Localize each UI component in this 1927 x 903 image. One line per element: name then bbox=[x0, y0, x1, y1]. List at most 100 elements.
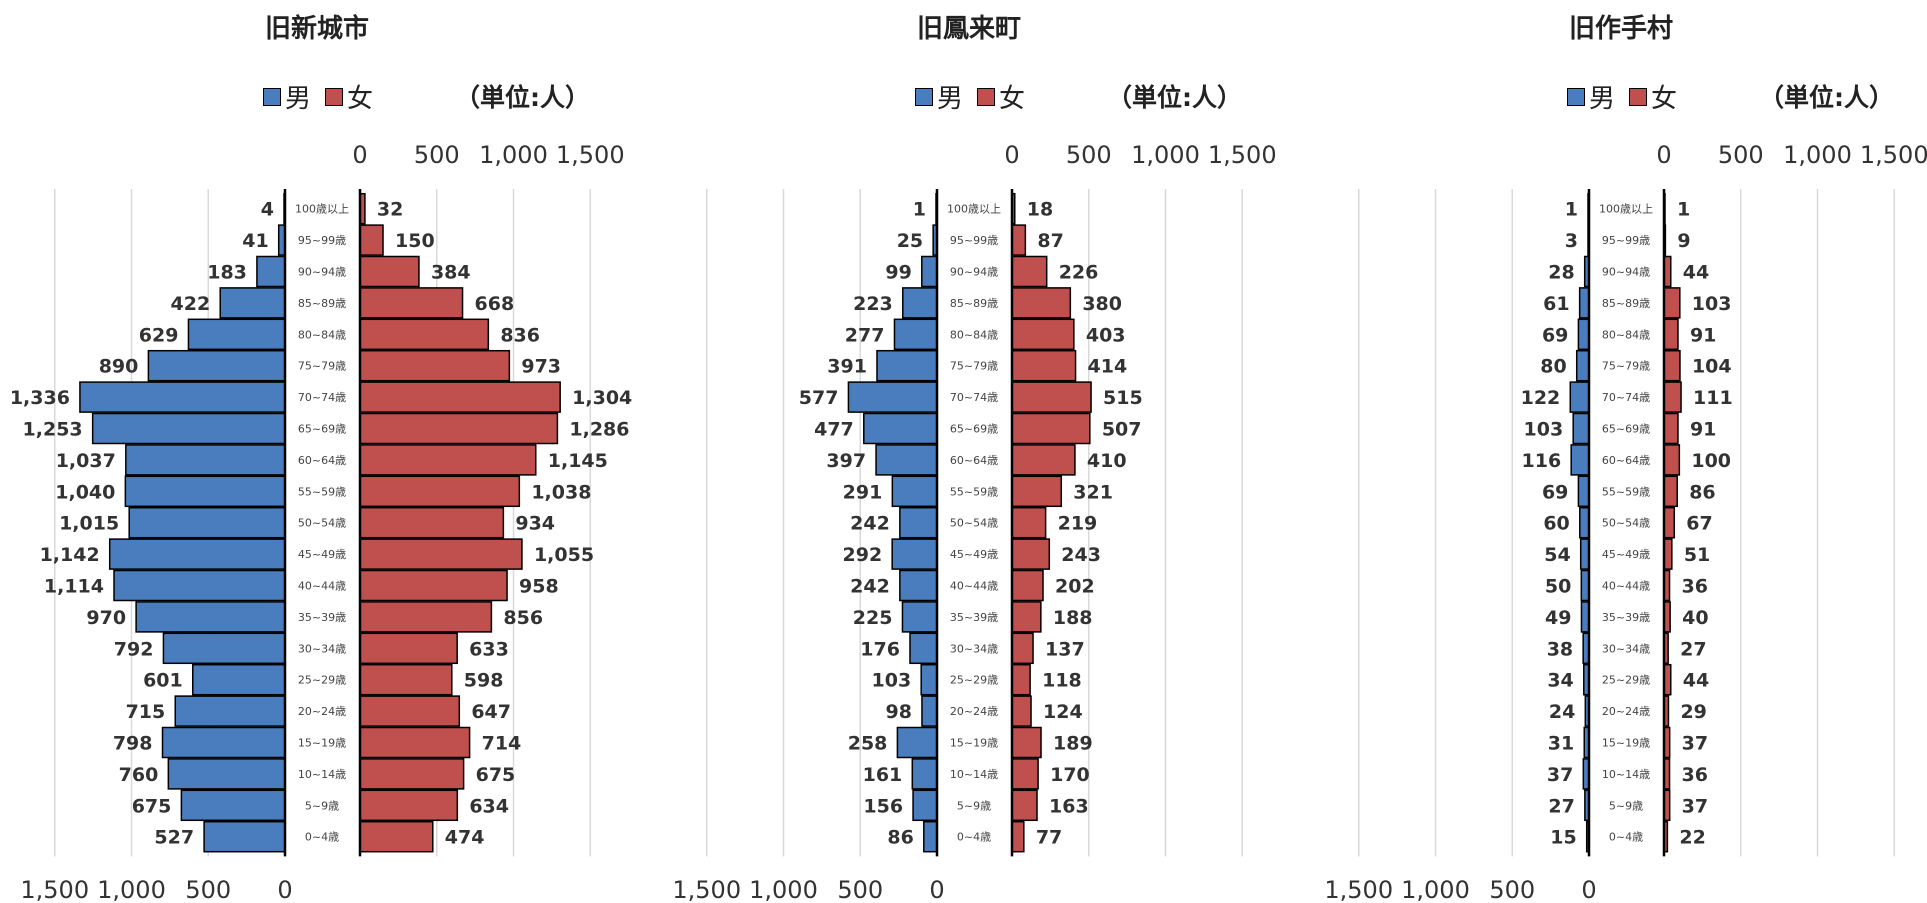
male-bar bbox=[920, 663, 938, 696]
age-label: 55~59歳 bbox=[1602, 485, 1650, 498]
female-bar bbox=[359, 255, 420, 288]
male-value-label: 1,253 bbox=[23, 419, 83, 441]
male-bar bbox=[1570, 444, 1590, 476]
female-value-label: 474 bbox=[445, 827, 485, 849]
male-value-label: 890 bbox=[99, 356, 139, 378]
female-value-label: 124 bbox=[1043, 701, 1083, 723]
age-label: 5~9歳 bbox=[1609, 799, 1643, 812]
age-label: 15~19歳 bbox=[1602, 737, 1650, 750]
age-label: 100歳以上 bbox=[1599, 203, 1653, 216]
age-label: 60~64歳 bbox=[1602, 454, 1650, 467]
age-label: 30~34歳 bbox=[1602, 642, 1650, 655]
male-value-label: 122 bbox=[1521, 387, 1561, 409]
age-label: 85~89歳 bbox=[950, 297, 998, 310]
female-value-label: 515 bbox=[1103, 387, 1143, 409]
male-value-label: 601 bbox=[143, 670, 183, 692]
age-label: 0~4歳 bbox=[305, 831, 339, 844]
male-value-label: 1 bbox=[913, 199, 926, 221]
female-value-label: 973 bbox=[521, 356, 561, 378]
male-value-label: 277 bbox=[845, 324, 885, 346]
female-value-label: 675 bbox=[476, 764, 516, 786]
female-bar bbox=[1011, 820, 1025, 853]
female-value-label: 163 bbox=[1049, 795, 1089, 817]
tick-label: 0 bbox=[1581, 876, 1596, 903]
male-value-label: 34 bbox=[1547, 670, 1573, 692]
tick-label: 500 bbox=[1066, 141, 1112, 169]
female-value-label: 1,304 bbox=[572, 387, 632, 409]
male-value-label: 99 bbox=[885, 262, 911, 284]
female-value-label: 18 bbox=[1027, 199, 1053, 221]
female-bar bbox=[359, 695, 461, 727]
male-bar bbox=[911, 758, 938, 790]
female-bar bbox=[1011, 632, 1034, 665]
male-bar bbox=[847, 381, 938, 413]
age-label: 40~44歳 bbox=[950, 580, 998, 593]
tick-label: 1,500 bbox=[672, 876, 741, 903]
legend-female-swatch bbox=[325, 87, 344, 106]
age-label: 60~64歳 bbox=[298, 454, 346, 467]
age-label: 20~24歳 bbox=[950, 705, 998, 718]
female-value-label: 1,145 bbox=[548, 450, 608, 472]
female-bar bbox=[359, 726, 471, 759]
age-label: 75~79歳 bbox=[1602, 360, 1650, 373]
age-label: 60~64歳 bbox=[950, 454, 998, 467]
female-value-label: 384 bbox=[431, 262, 471, 284]
female-bar bbox=[1011, 695, 1032, 727]
male-value-label: 397 bbox=[826, 450, 866, 472]
age-label: 5~9歳 bbox=[305, 799, 339, 812]
panel-shinshiro: 0 0 500 500 1,000 1,000 1,500 1,500 4 32 100歳以上 41 1… bbox=[0, 0, 642, 903]
female-value-label: 44 bbox=[1683, 670, 1709, 692]
female-value-label: 1 bbox=[1677, 199, 1690, 221]
female-value-label: 668 bbox=[475, 293, 515, 315]
female-bar bbox=[359, 412, 559, 445]
unit-label: （単位:人） bbox=[1759, 83, 1894, 112]
age-label: 70~74歳 bbox=[1602, 391, 1650, 404]
male-value-label: 675 bbox=[132, 795, 172, 817]
tick-label: 1,000 bbox=[479, 141, 548, 169]
male-value-label: 1,114 bbox=[44, 576, 104, 598]
female-bar bbox=[1011, 789, 1038, 822]
male-value-label: 291 bbox=[843, 481, 883, 503]
unit-label: （単位:人） bbox=[455, 83, 590, 112]
female-value-label: 111 bbox=[1693, 387, 1733, 409]
female-value-label: 150 bbox=[395, 230, 435, 252]
age-label: 20~24歳 bbox=[298, 705, 346, 718]
male-bar bbox=[923, 820, 938, 853]
male-value-label: 242 bbox=[850, 513, 890, 535]
chart-title: 旧作手村 bbox=[1569, 14, 1674, 44]
age-label: 95~99歳 bbox=[298, 234, 346, 247]
male-value-label: 715 bbox=[126, 701, 166, 723]
male-value-label: 970 bbox=[86, 607, 126, 629]
male-value-label: 242 bbox=[850, 576, 890, 598]
female-bar bbox=[1663, 475, 1678, 508]
male-bar bbox=[899, 506, 938, 539]
age-label: 95~99歳 bbox=[1602, 234, 1650, 247]
male-value-label: 3 bbox=[1565, 230, 1578, 252]
tick-label: 500 bbox=[837, 876, 883, 903]
female-bar bbox=[359, 381, 561, 413]
legend: 男 女 bbox=[1567, 78, 1691, 115]
female-bar bbox=[359, 287, 464, 319]
tick-label: 1,000 bbox=[1131, 141, 1200, 169]
male-bar bbox=[191, 663, 286, 696]
age-label: 80~84歳 bbox=[950, 328, 998, 341]
male-bar bbox=[91, 412, 286, 445]
male-bar bbox=[219, 287, 286, 319]
age-label: 35~39歳 bbox=[1602, 611, 1650, 624]
female-bar bbox=[359, 632, 458, 665]
age-label: 10~14歳 bbox=[1602, 768, 1650, 781]
tick-label: 1,500 bbox=[556, 141, 625, 169]
male-value-label: 86 bbox=[887, 827, 913, 849]
male-value-label: 69 bbox=[1542, 481, 1568, 503]
age-label: 80~84歳 bbox=[298, 328, 346, 341]
age-label: 65~69歳 bbox=[1602, 423, 1650, 436]
pyramid-chart: 0 0 500 500 1,000 1,000 1,500 1,500 1 1 100歳以上 3 9 95… bbox=[1324, 141, 1927, 903]
male-value-label: 54 bbox=[1544, 544, 1570, 566]
male-value-label: 422 bbox=[171, 293, 211, 315]
female-bar bbox=[1663, 444, 1681, 476]
age-label: 85~89歳 bbox=[1602, 297, 1650, 310]
age-label: 25~29歳 bbox=[950, 674, 998, 687]
female-value-label: 243 bbox=[1061, 544, 1101, 566]
female-bar bbox=[1011, 569, 1044, 602]
female-value-label: 1,055 bbox=[534, 544, 594, 566]
